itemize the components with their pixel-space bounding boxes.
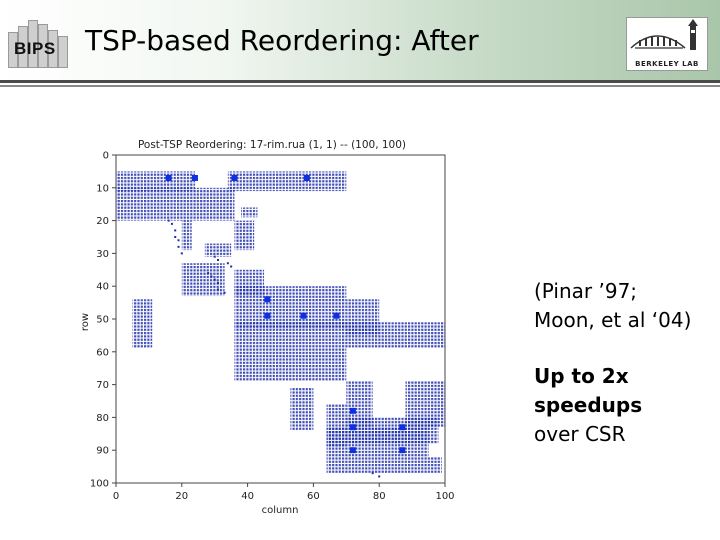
- nonzero-block-2: [116, 187, 235, 221]
- reference-line-1: (Pinar ’97;: [534, 279, 638, 303]
- dense-mark-2: [231, 174, 238, 181]
- x-tick-label-3: 60: [307, 491, 320, 502]
- dense-mark-6: [300, 312, 307, 319]
- dense-mark-0: [165, 174, 172, 181]
- nonzero-point-9: [226, 262, 229, 265]
- x-tick-label-1: 20: [175, 491, 188, 502]
- nonzero-point-3: [174, 236, 177, 238]
- speedup-line-2: speedups: [534, 393, 643, 417]
- nonzero-block-0: [116, 171, 195, 192]
- reference-line-2: Moon, et al ‘04): [534, 308, 692, 332]
- slide-title: TSP-based Reordering: After: [85, 24, 479, 57]
- dense-mark-7: [333, 312, 340, 319]
- speedup-note: Up to 2x speedups over CSR: [534, 362, 642, 449]
- nonzero-block-18: [290, 387, 314, 431]
- sparsity-chart-svg: Post-TSP Reordering: 17-rim.rua (1, 1) -…: [80, 139, 455, 516]
- y-tick-label-3: 30: [96, 249, 109, 260]
- y-tick-label-5: 50: [96, 315, 109, 326]
- dense-mark-8: [349, 407, 356, 414]
- slide-header: BIPS TSP-based Reordering: After BERKELE…: [0, 0, 720, 80]
- reference-note: (Pinar ’97; Moon, et al ‘04): [534, 277, 691, 335]
- dense-mark-12: [399, 447, 406, 454]
- speedup-line-3: over CSR: [534, 422, 626, 446]
- nonzero-block-6: [204, 243, 232, 257]
- y-tick-label-1: 10: [96, 183, 109, 194]
- nonzero-block-1: [227, 171, 347, 192]
- dense-mark-10: [399, 424, 406, 431]
- y-tick-label-2: 20: [96, 216, 109, 227]
- nonzero-point-17: [371, 472, 374, 475]
- y-tick-label-7: 70: [96, 380, 109, 391]
- dense-mark-1: [191, 174, 198, 181]
- nonzero-point-14: [216, 281, 219, 284]
- nonzero-point-4: [177, 239, 180, 242]
- berkeley-lab-logo: BERKELEY LAB: [626, 17, 708, 71]
- nonzero-point-15: [216, 288, 219, 291]
- sparsity-plot: Post-TSP Reordering: 17-rim.rua (1, 1) -…: [78, 134, 458, 524]
- nonzero-block-15: [260, 348, 347, 382]
- nonzero-point-2: [174, 229, 177, 232]
- y-axis-label: row: [80, 313, 91, 331]
- nonzero-block-9: [234, 286, 347, 329]
- nonzero-point-12: [210, 275, 213, 278]
- nonzero-point-8: [216, 258, 219, 261]
- nonzero-block-3: [241, 207, 258, 218]
- x-tick-label-4: 80: [373, 491, 386, 502]
- nonzero-block-5: [234, 220, 255, 251]
- header-rule: [0, 80, 720, 83]
- y-tick-label-8: 80: [96, 413, 109, 424]
- nonzero-point-11: [207, 272, 210, 275]
- ticks-layer: 0 20 40 60 80 100 0 10 20 30 40 50 60 70 80 90 100: [90, 151, 455, 503]
- dense-mark-4: [264, 296, 271, 303]
- x-tick-label-5: 100: [435, 491, 454, 502]
- bips-logo-bars: [6, 20, 72, 68]
- bips-logo-text: BIPS: [14, 39, 56, 58]
- berkeley-campanile-icon: [630, 19, 698, 50]
- nonzero-block-7: [181, 263, 225, 297]
- nonzero-point-7: [213, 255, 216, 258]
- y-tick-label-6: 60: [96, 347, 109, 358]
- x-tick-label-0: 0: [113, 491, 119, 502]
- nonzero-block-4: [181, 220, 192, 251]
- nonzero-point-6: [180, 252, 183, 255]
- dense-mark-9: [349, 424, 356, 431]
- y-tick-label-0: 0: [103, 151, 109, 162]
- nonzero-block-12: [234, 322, 340, 349]
- y-tick-label-9: 90: [96, 446, 109, 457]
- bips-logo: BIPS: [6, 20, 72, 68]
- nonzero-point-10: [230, 265, 233, 268]
- nonzero-block-13: [339, 322, 445, 349]
- nonzero-point-18: [378, 475, 381, 478]
- berkeley-lab-text: BERKELEY LAB: [635, 60, 699, 68]
- nonzero-block-22: [428, 456, 442, 474]
- y-tick-label-4: 40: [96, 282, 109, 293]
- nonzero-point-13: [213, 278, 216, 281]
- dense-mark-3: [303, 174, 310, 181]
- x-tick-label-2: 40: [241, 491, 254, 502]
- nonzero-block-10: [132, 299, 153, 349]
- nonzero-block-21: [326, 427, 429, 474]
- speedup-line-1: Up to 2x: [534, 364, 629, 388]
- x-axis-label: column: [262, 505, 299, 516]
- y-tick-label-10: 100: [90, 479, 109, 490]
- dense-mark-5: [264, 312, 271, 319]
- blocks-layer: [116, 171, 445, 478]
- header-rule-secondary: [0, 85, 720, 87]
- dense-mark-11: [349, 447, 356, 454]
- nonzero-block-14: [234, 348, 261, 382]
- chart-title: Post-TSP Reordering: 17-rim.rua (1, 1) -…: [138, 139, 406, 151]
- nonzero-point-5: [177, 245, 180, 248]
- nonzero-point-16: [223, 291, 226, 294]
- nonzero-point-1: [170, 222, 173, 225]
- nonzero-point-0: [167, 219, 170, 222]
